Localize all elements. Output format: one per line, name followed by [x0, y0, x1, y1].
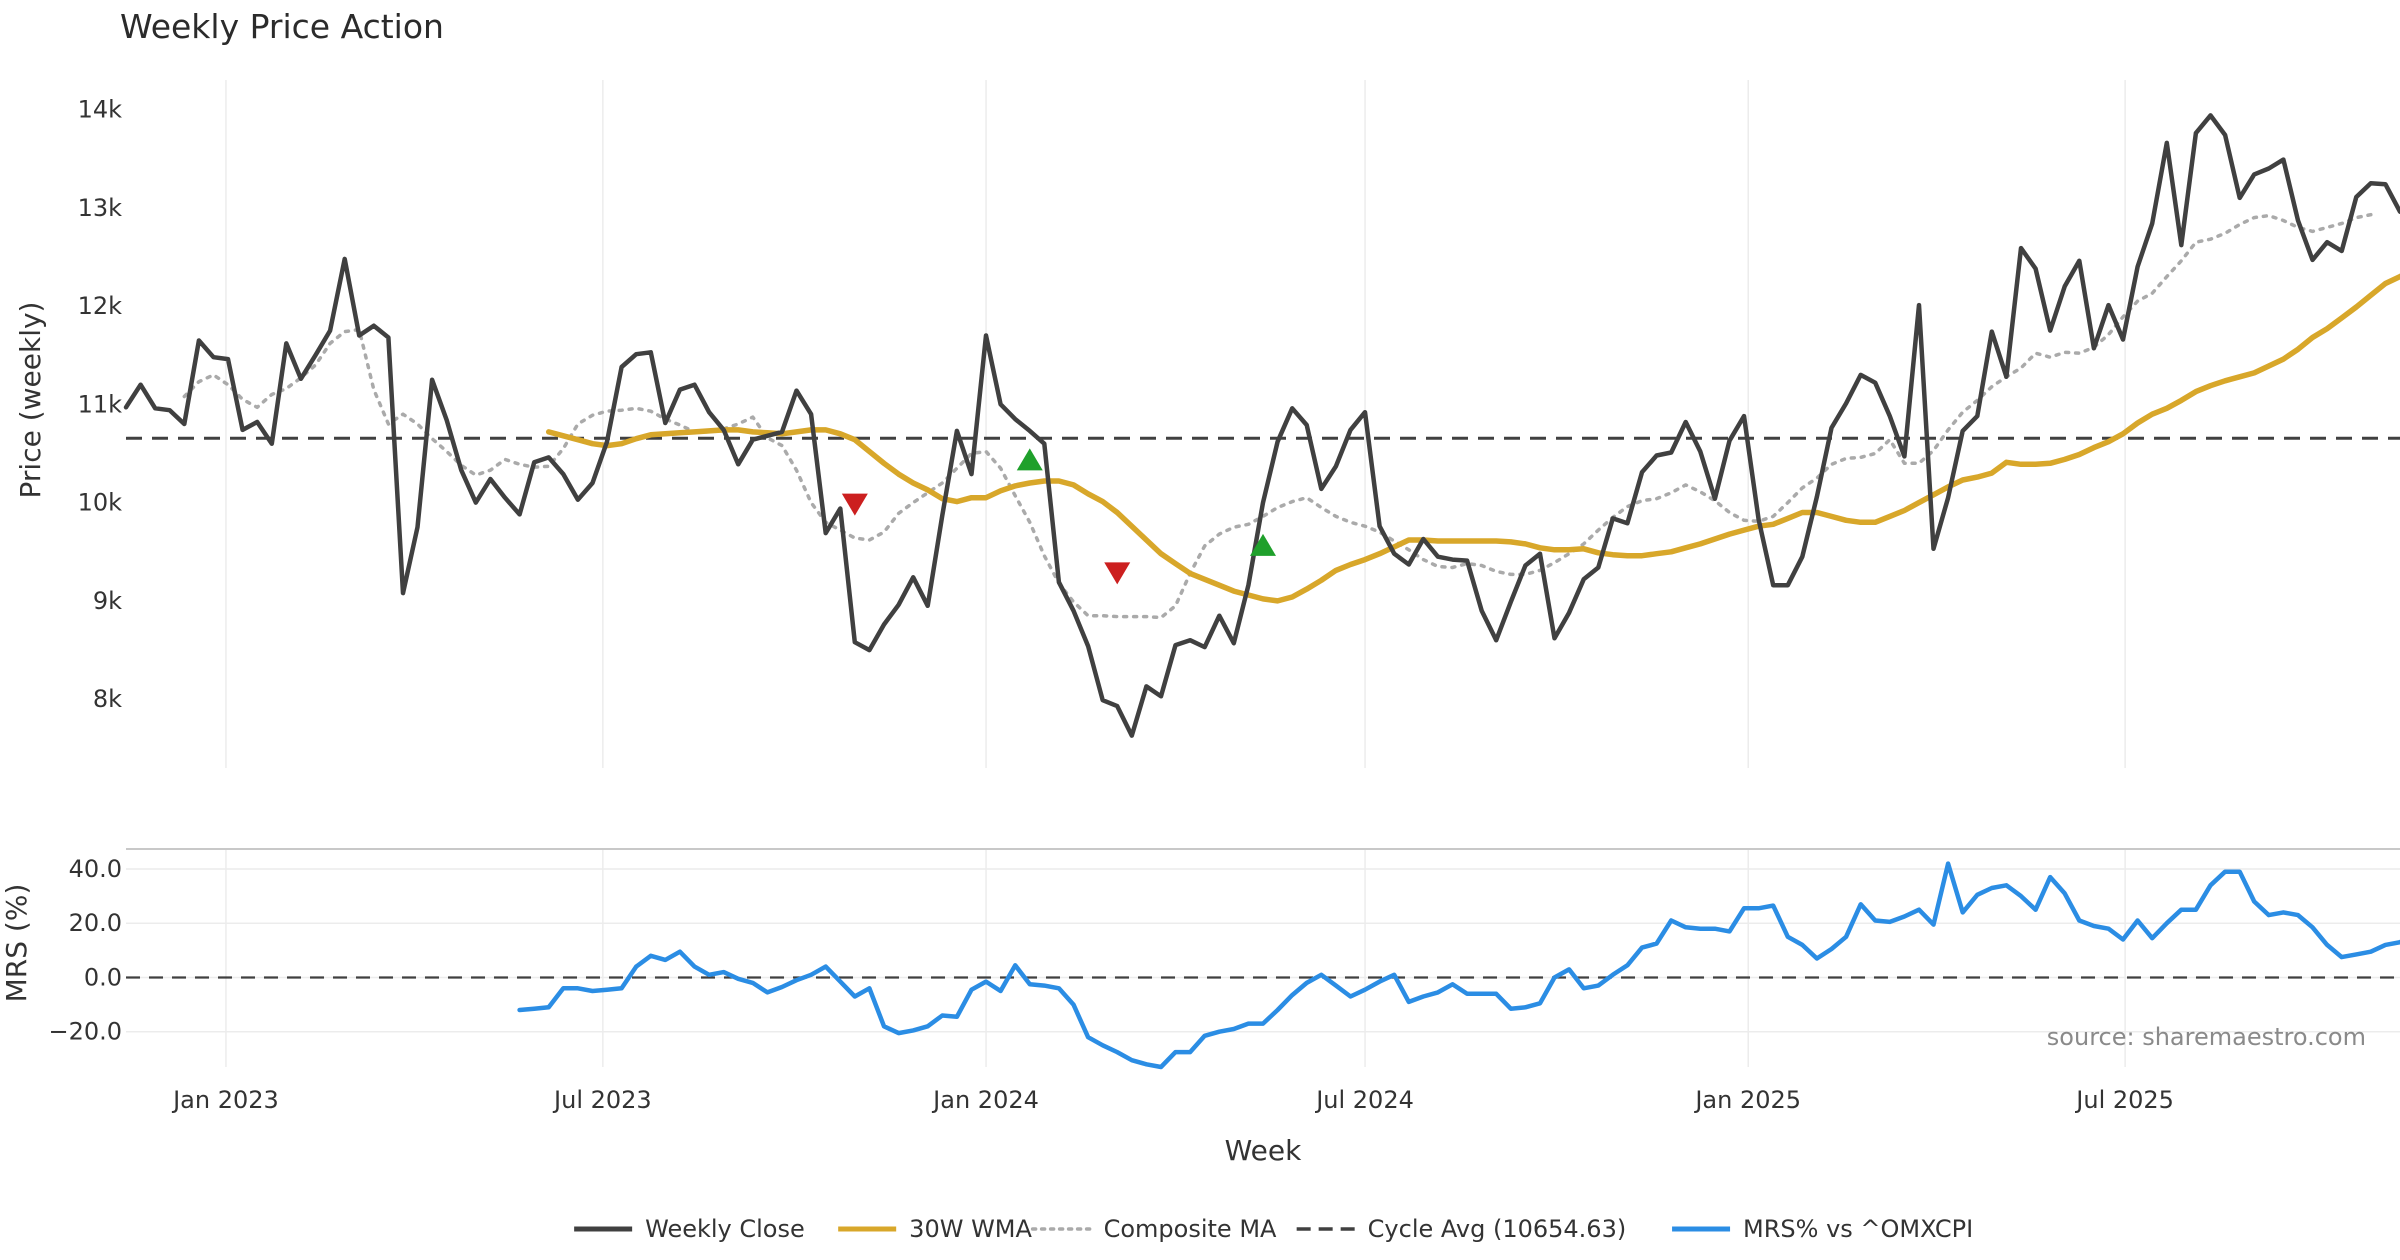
x-tick-label: Jul 2025 [2074, 1086, 2174, 1114]
legend: Weekly Close 30W WMA Composite MA Cycle Avg… [574, 1215, 1973, 1243]
legend-label: Weekly Close [645, 1215, 805, 1243]
x-tick-label: Jan 2023 [171, 1086, 279, 1114]
wma-30w-line [545, 273, 2400, 604]
legend-item: Composite MA [1030, 1215, 1277, 1243]
tick-labels: Jan 2023 Jul 2023 Jan 2024 Jul 2024 Jan 2025… [48, 95, 2174, 1114]
legend-item: Cycle Avg (10654.63) [1296, 1215, 1627, 1243]
x-axis-label: Week [1225, 1134, 1302, 1167]
mrs-y-tick-label: −20.0 [48, 1018, 122, 1046]
buy-signal-marker [1016, 448, 1043, 471]
text-layer: Weekly Price Action Price (weekly) MRS (… [0, 7, 2366, 1167]
price-y-tick-label: 12k [78, 292, 123, 320]
sell-signal-marker [1104, 562, 1131, 585]
legend-label: Cycle Avg (10654.63) [1368, 1215, 1627, 1243]
price-y-tick-label: 9k [93, 587, 122, 615]
price-y-tick-label: 8k [93, 685, 122, 713]
x-tick-label: Jul 2024 [1314, 1086, 1414, 1114]
x-tick-label: Jan 2025 [1693, 1086, 1801, 1114]
legend-item: 30W WMA [838, 1215, 1033, 1243]
x-tick-label: Jan 2024 [931, 1086, 1039, 1114]
legend-label: 30W WMA [909, 1215, 1032, 1243]
chart-title: Weekly Price Action [120, 7, 444, 46]
mrs-y-tick-label: 0.0 [84, 963, 122, 991]
price-y-tick-label: 13k [78, 194, 123, 222]
mrs-line [517, 861, 2400, 1070]
price-y-tick-label: 11k [78, 390, 123, 418]
mrs-y-tick-label: 20.0 [69, 909, 122, 937]
grid-layer [126, 80, 2400, 1067]
mrs-y-axis-label: MRS (%) [0, 884, 33, 1003]
series-layer [123, 113, 2400, 1070]
weekly-close-line [123, 113, 2400, 738]
sell-signal-marker [841, 493, 868, 516]
signal-markers [841, 448, 1276, 585]
legend-item: Weekly Close [574, 1215, 805, 1243]
price-y-axis-label: Price (weekly) [14, 302, 47, 499]
reference-lines [126, 436, 2400, 979]
x-tick-label: Jul 2023 [552, 1086, 652, 1114]
price-y-tick-label: 10k [78, 489, 123, 517]
buy-signal-marker [1250, 533, 1276, 556]
legend-item: MRS% vs ^OMXCPI [1672, 1215, 1973, 1243]
price-y-tick-label: 14k [78, 95, 123, 123]
mrs-y-tick-label: 40.0 [69, 855, 122, 883]
legend-label: MRS% vs ^OMXCPI [1743, 1215, 1973, 1243]
source-annotation: source: sharemaestro.com [2047, 1023, 2366, 1051]
legend-label: Composite MA [1104, 1215, 1277, 1243]
composite-ma-line [182, 212, 2373, 620]
